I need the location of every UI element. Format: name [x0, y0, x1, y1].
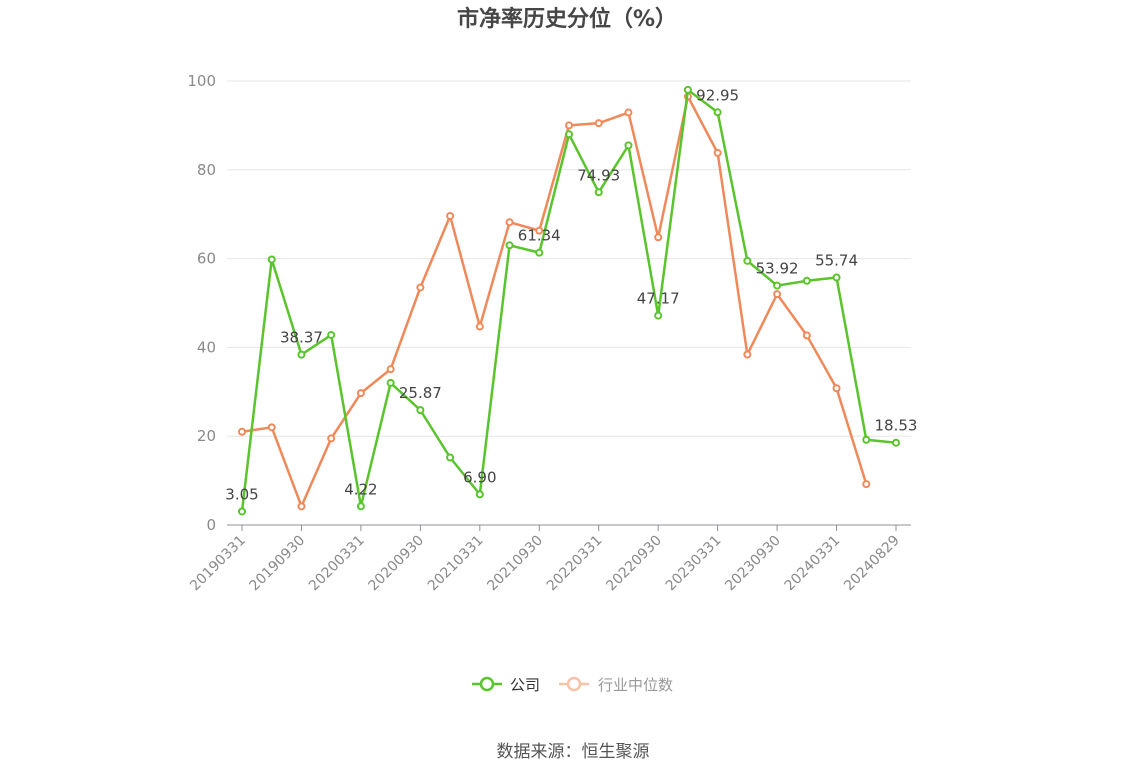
y-tick-label: 20: [197, 427, 216, 445]
data-label: 53.92: [756, 260, 799, 278]
x-tick-label: 20240331: [782, 533, 844, 595]
y-tick-label: 40: [197, 338, 216, 356]
data-label: 6.90: [463, 468, 496, 486]
data-point: [446, 211, 455, 220]
legend-marker: [479, 676, 495, 692]
series-line-1: [241, 95, 868, 508]
data-labels: 3.05 38.37 4.22 25.87 6.90 61.34 74.93 47.17 92.…: [225, 86, 917, 503]
data-point: [297, 502, 306, 511]
data-label: 3.05: [225, 485, 258, 503]
data-point: [565, 130, 573, 139]
data-label: 47.17: [637, 290, 680, 308]
data-point: [446, 453, 455, 462]
x-tick-label: 20230331: [663, 533, 725, 595]
data-point: [505, 241, 514, 250]
legend: 公司 行业中位数: [472, 676, 673, 694]
data-label: 38.37: [280, 329, 323, 347]
x-tick-label: 20190930: [247, 533, 309, 595]
data-point: [683, 85, 692, 94]
data-point: [267, 255, 276, 264]
data-point: [327, 434, 336, 443]
x-tick-label: 20200331: [306, 533, 368, 595]
y-tick-label: 60: [197, 250, 216, 268]
data-point: [386, 365, 395, 374]
data-point: [832, 384, 841, 393]
series-layer: [238, 85, 900, 516]
data-point: [624, 108, 633, 117]
x-tick-label: 20200930: [365, 533, 427, 595]
grid-lines: [227, 80, 911, 437]
data-point: [356, 502, 365, 511]
x-tick-label: 20210930: [484, 533, 546, 595]
data-point: [802, 276, 811, 285]
x-tick-label: 20190331: [187, 533, 249, 595]
data-point: [594, 119, 603, 128]
data-point: [773, 281, 782, 290]
chart-title: 市净率历史分位（%）: [457, 6, 677, 32]
data-point: [713, 108, 722, 117]
data-label: 18.53: [875, 417, 918, 435]
data-point: [862, 480, 871, 489]
source-text: 数据来源：恒生聚源: [497, 742, 650, 762]
data-point: [654, 311, 663, 320]
data-point: [356, 389, 365, 398]
data-point: [297, 350, 306, 359]
y-tick-label: 80: [197, 161, 216, 179]
legend-label: 公司: [510, 676, 540, 694]
data-point: [713, 148, 722, 157]
data-point: [416, 283, 425, 292]
data-point: [416, 406, 425, 415]
data-point: [892, 438, 900, 447]
x-tick-label: 20240829: [841, 533, 903, 595]
data-point: [238, 427, 246, 436]
x-axis: 2019033120190930202003312020093020210331…: [187, 524, 911, 595]
legend-label: 行业中位数: [598, 676, 673, 694]
data-label: 55.74: [815, 252, 858, 270]
data-point: [594, 188, 603, 197]
data-point: [624, 141, 633, 150]
data-label: 25.87: [399, 384, 442, 402]
data-point: [386, 378, 395, 387]
data-point: [862, 435, 871, 444]
x-tick-label: 20220930: [603, 533, 665, 595]
data-point: [654, 233, 663, 242]
data-point: [238, 507, 246, 516]
y-tick-label: 0: [206, 516, 216, 534]
data-point: [267, 423, 276, 432]
y-tick-label: 100: [187, 72, 216, 90]
data-point: [535, 226, 544, 235]
data-point: [802, 331, 811, 340]
legend-item-1: 行业中位数: [559, 676, 673, 694]
data-label: 61.34: [518, 227, 561, 245]
data-point: [505, 218, 514, 227]
data-label: 4.22: [344, 480, 377, 498]
data-point: [535, 248, 544, 257]
data-point: [327, 330, 336, 339]
data-label: 74.93: [577, 166, 620, 184]
legend-marker: [566, 676, 582, 692]
data-point: [475, 322, 484, 331]
x-tick-label: 20210331: [425, 533, 487, 595]
legend-item-0: 公司: [472, 676, 540, 694]
y-axis: 0 20 40 60 80 100: [187, 72, 216, 534]
series-line-0: [240, 88, 897, 512]
x-tick-label: 20220331: [544, 533, 606, 595]
data-point: [743, 350, 752, 359]
data-point: [832, 273, 841, 282]
data-point: [475, 490, 484, 499]
data-point: [565, 121, 573, 130]
x-tick-label: 20230930: [722, 533, 784, 595]
data-point: [773, 290, 782, 299]
data-point: [743, 256, 752, 265]
data-label: 92.95: [696, 86, 739, 104]
